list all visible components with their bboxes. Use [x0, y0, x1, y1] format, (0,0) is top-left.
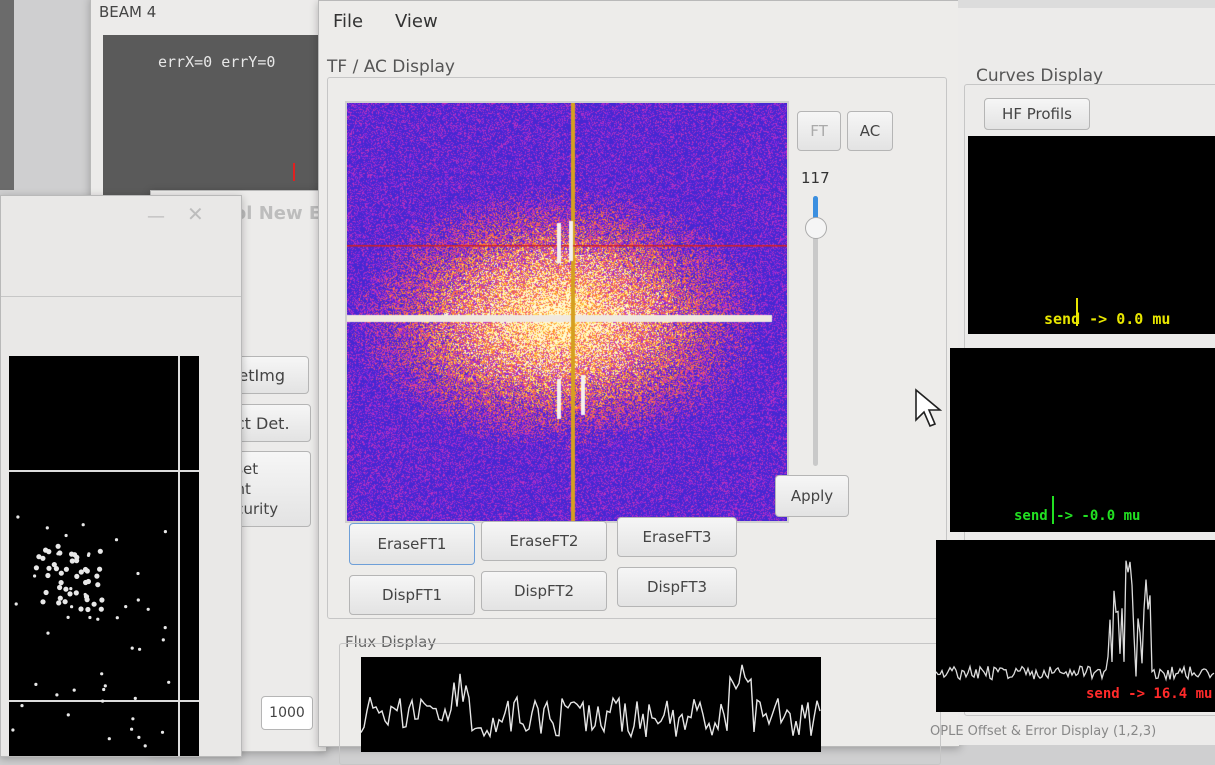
menu-file[interactable]: File	[333, 11, 364, 32]
scatter-plot	[9, 356, 199, 756]
apply-button[interactable]: Apply	[775, 475, 849, 517]
curve-2-label: send -> -0.0 mu	[1014, 508, 1141, 524]
curve-plot-1: send -> 0.0 mu	[968, 136, 1215, 334]
beam-window: BEAM 4 errX=0 errY=0	[90, 0, 332, 198]
disp-ft3-button[interactable]: DispFT3	[617, 567, 737, 607]
menubar: File View	[319, 1, 959, 43]
main-window: File View TF / AC Display FT AC 117 Appl…	[318, 0, 960, 765]
beam-window-title: BEAM 4	[99, 3, 157, 21]
curve-plot-2: send -> -0.0 mu	[950, 348, 1215, 532]
tf-group-title: TF / AC Display	[327, 57, 455, 77]
tf-image	[345, 101, 789, 523]
curve-3-signal	[935, 560, 1215, 682]
curve-3-label: send -> 16.4 mu	[1086, 686, 1213, 702]
minimize-icon[interactable]: —	[147, 206, 165, 227]
ft-button[interactable]: FT	[797, 111, 841, 151]
left-window-front: — ✕	[0, 195, 242, 757]
slider-fill	[813, 196, 818, 227]
left-window-title: gol New E	[221, 203, 322, 224]
beam-error-text: errX=0 errY=0	[158, 53, 276, 71]
erase-ft3-button[interactable]: EraseFT3	[617, 517, 737, 557]
slider-handle[interactable]	[805, 216, 827, 239]
erase-ft1-button[interactable]: EraseFT1	[349, 523, 475, 565]
flux-display-title: Flux Display	[345, 633, 437, 651]
left-edge-strip	[0, 0, 14, 190]
beam-marker	[293, 163, 295, 181]
left-divider	[1, 296, 241, 297]
tf-group	[327, 77, 947, 619]
curves-panel: Curves Display HF Profils send -> 0.0 mu…	[930, 0, 1215, 745]
scatter-view	[9, 356, 199, 756]
curves-title: Curves Display	[976, 66, 1104, 86]
disp-ft1-button[interactable]: DispFT1	[349, 575, 475, 615]
tab-hf-profils[interactable]: HF Profils	[984, 98, 1090, 130]
flux-plot	[360, 657, 821, 752]
curve-1-label: send -> 0.0 mu	[1044, 310, 1171, 328]
threshold-slider-track[interactable]	[805, 196, 827, 466]
flux-signal	[360, 664, 821, 739]
ac-button[interactable]: AC	[847, 111, 893, 151]
value-field[interactable]: 1000	[261, 696, 313, 730]
menu-view[interactable]: View	[395, 11, 438, 32]
curve-plot-3: send -> 16.4 mu	[935, 540, 1215, 712]
beam-image: errX=0 errY=0	[103, 35, 331, 197]
curve-1-marker	[1076, 298, 1078, 326]
mouse-cursor-icon	[915, 388, 943, 428]
ople-footer: OPLE Offset & Error Display (1,2,3)	[930, 724, 1157, 739]
curve-2-marker	[1052, 496, 1054, 524]
top-strip	[958, 0, 1215, 8]
disp-ft2-button[interactable]: DispFT2	[481, 571, 607, 611]
close-icon[interactable]: ✕	[187, 202, 204, 226]
slider-value: 117	[801, 169, 830, 187]
fourier-heatmap	[347, 103, 787, 521]
erase-ft2-button[interactable]: EraseFT2	[481, 521, 607, 561]
